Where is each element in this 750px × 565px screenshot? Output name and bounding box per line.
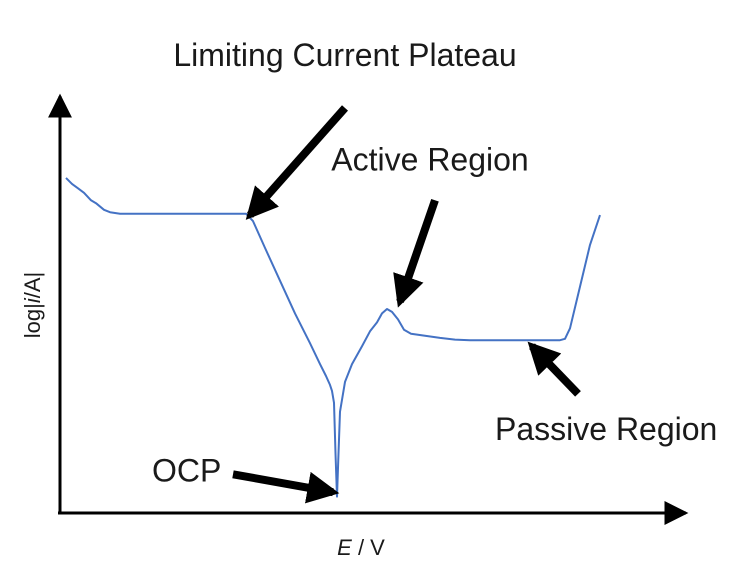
annotation-arrow-2 — [527, 341, 581, 397]
y-axis-prefix: log| — [20, 303, 45, 338]
annotation-arrow-3 — [232, 470, 340, 504]
annotation-label-3: OCP — [152, 453, 221, 489]
annotation-label-0: Limiting Current Plateau — [173, 37, 516, 73]
annotation-arrow-0 — [245, 105, 348, 220]
annotation-label-1: Active Region — [331, 141, 528, 177]
annotation-layer: Limiting Current Plateau Active Region Pas… — [152, 37, 717, 504]
x-axis-unit: / V — [352, 535, 385, 560]
annotation-label-2: Passive Region — [495, 411, 717, 447]
y-axis-unit: /A| — [20, 272, 45, 299]
x-axis-symbol: E — [337, 535, 352, 560]
series-line-0 — [65, 177, 601, 498]
series-layer — [65, 177, 601, 498]
x-axis-label: E / V — [337, 535, 385, 560]
y-axis-symbol: i — [20, 297, 45, 303]
annotation-arrow-1 — [393, 198, 439, 308]
y-axis-label: log|i/A| — [20, 272, 45, 338]
